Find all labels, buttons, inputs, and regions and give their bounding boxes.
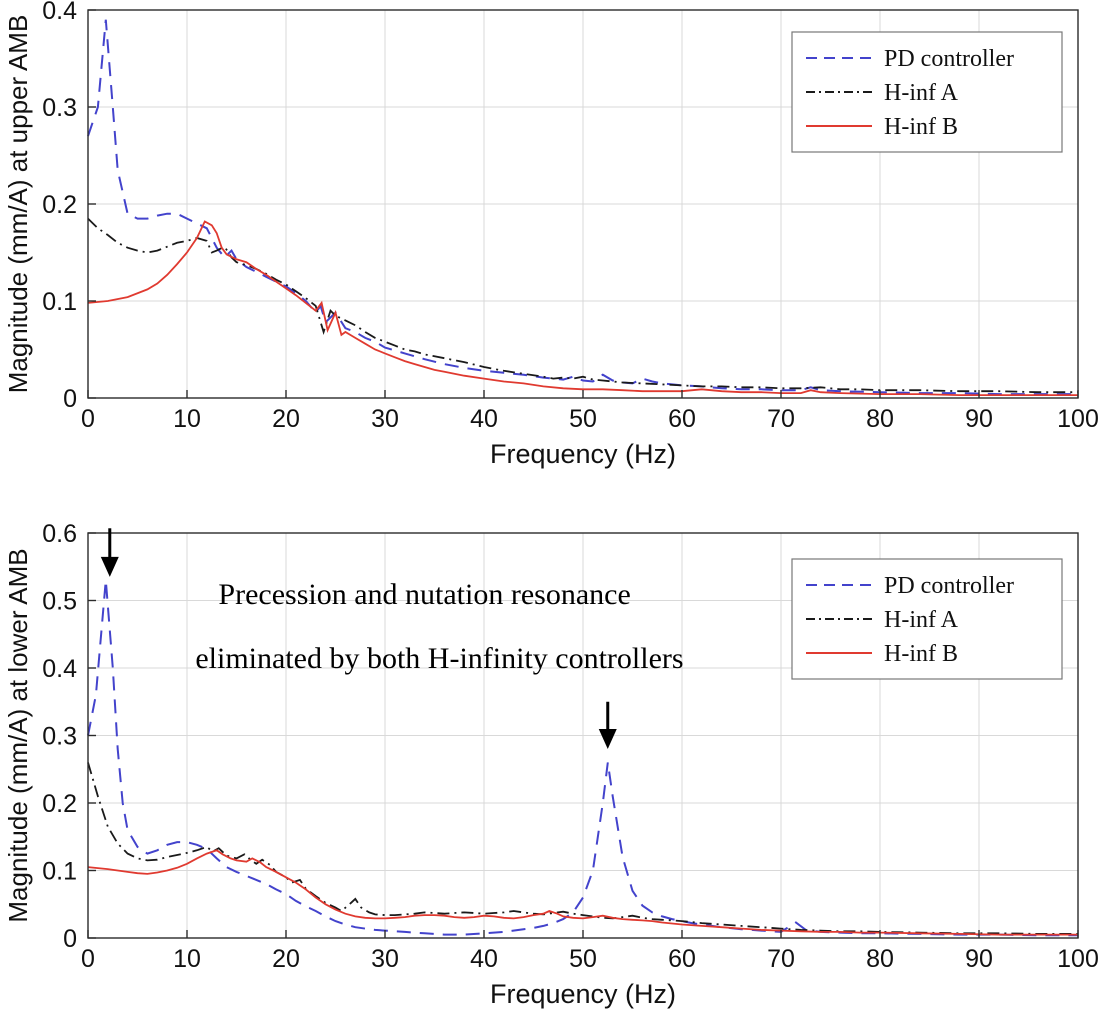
- legend-label: H-inf A: [884, 607, 959, 633]
- x-tick-label: 100: [1057, 945, 1099, 973]
- legend-label: H-inf A: [884, 80, 959, 106]
- x-tick-label: 90: [965, 945, 993, 973]
- y-tick-label: 0.1: [42, 288, 77, 316]
- legend-box: [791, 31, 1063, 153]
- y-tick-label: 0.5: [42, 588, 77, 616]
- legend-box: [791, 558, 1063, 680]
- x-tick-label: 0: [81, 405, 95, 433]
- x-axis-label: Frequency (Hz): [490, 979, 676, 1009]
- y-tick-label: 0: [63, 925, 77, 953]
- y-tick-label: 0: [63, 385, 77, 413]
- x-tick-label: 100: [1057, 405, 1099, 433]
- x-tick-label: 30: [371, 405, 399, 433]
- x-tick-label: 20: [272, 945, 300, 973]
- x-tick-label: 50: [569, 405, 597, 433]
- annotation-text: Precession and nutation resonance: [218, 578, 630, 611]
- y-axis-label: Magnitude (mm/A) at upper AMB: [3, 15, 33, 394]
- legend-label: PD controller: [884, 573, 1014, 599]
- x-tick-label: 60: [668, 945, 696, 973]
- x-tick-label: 70: [767, 405, 795, 433]
- x-tick-label: 70: [767, 945, 795, 973]
- x-tick-label: 60: [668, 405, 696, 433]
- y-tick-label: 0.2: [42, 790, 77, 818]
- y-tick-label: 0.2: [42, 191, 77, 219]
- x-tick-label: 80: [866, 945, 894, 973]
- lower-amb-chart: 0 10 20 30 40 50 60 70 80 90 100 0 0.1 0.2 0.3 0.4 0.5 0.…: [3, 520, 1099, 1009]
- x-tick-label: 0: [81, 945, 95, 973]
- annotation-arrow-head: [100, 556, 119, 577]
- x-tick-label: 10: [173, 405, 201, 433]
- x-tick-label: 40: [470, 405, 498, 433]
- y-tick-label: 0.3: [42, 723, 77, 751]
- y-tick-label: 0.3: [42, 94, 77, 122]
- legend-label: H-inf B: [884, 641, 958, 667]
- x-tick-label: 50: [569, 945, 597, 973]
- y-tick-label: 0.4: [42, 655, 77, 683]
- annotation-arrow-head: [598, 729, 617, 749]
- x-tick-label: 80: [866, 405, 894, 433]
- y-tick-label: 0.6: [42, 520, 77, 548]
- annotation-text: eliminated by both H-infinity controller…: [195, 642, 683, 675]
- x-tick-label: 10: [173, 945, 201, 973]
- y-tick-label: 0.1: [42, 858, 77, 886]
- series-line-pd-controller: [87, 19, 1078, 396]
- x-tick-label: 20: [272, 405, 300, 433]
- y-tick-label: 0.4: [42, 0, 77, 25]
- x-axis-label: Frequency (Hz): [490, 439, 676, 469]
- legend-label: PD controller: [884, 46, 1014, 72]
- upper-amb-chart: 0 10 20 30 40 50 60 70 80 90 100 0 0.1 0.2 0.3 0.4 Frequ…: [3, 0, 1099, 469]
- x-tick-label: 30: [371, 945, 399, 973]
- series-line-h-inf-a: [87, 217, 1078, 394]
- y-axis-label: Magnitude (mm/A) at lower AMB: [3, 548, 33, 922]
- series-line-h-inf-b: [87, 849, 1078, 936]
- legend-label: H-inf B: [884, 114, 958, 140]
- series-line-h-inf-b: [87, 220, 1078, 397]
- x-tick-label: 40: [470, 945, 498, 973]
- x-tick-label: 90: [965, 405, 993, 433]
